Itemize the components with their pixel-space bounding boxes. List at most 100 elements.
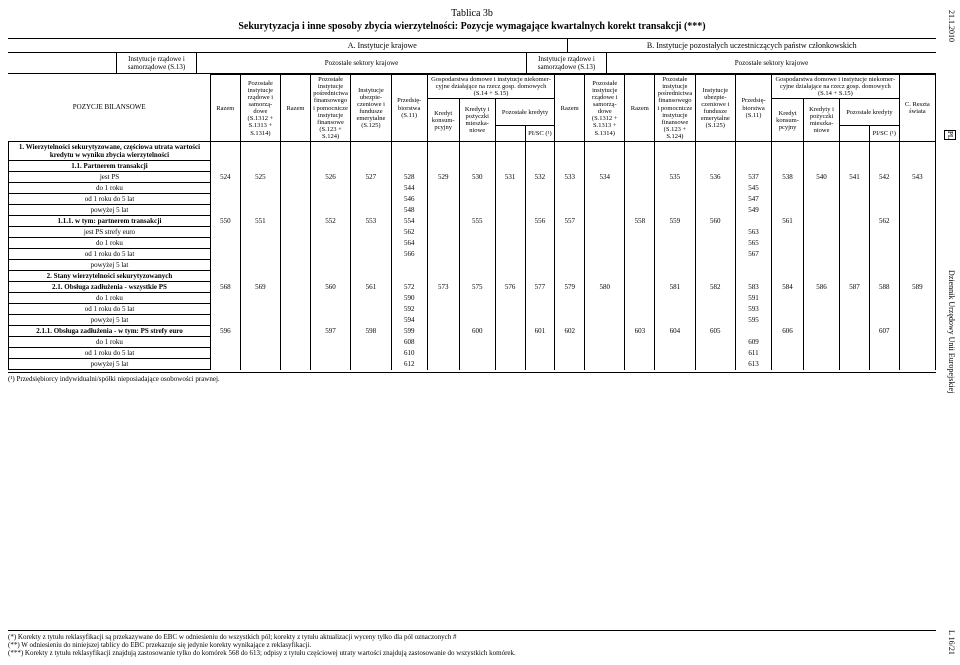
cell	[803, 271, 839, 282]
cell	[427, 183, 459, 194]
cell	[495, 348, 525, 359]
cell	[840, 142, 870, 161]
cell	[772, 304, 804, 315]
hdr-a-ubezp: Instytucje ubezpie­czeniowe i fundusze e…	[351, 75, 391, 142]
cell	[459, 249, 495, 260]
table-row: 2.1. Obsługa zadłużenia - wszystkie PS56…	[9, 282, 936, 293]
cell	[625, 249, 655, 260]
cell	[210, 348, 240, 359]
cell	[899, 326, 935, 337]
cell	[803, 326, 839, 337]
cell	[625, 227, 655, 238]
cell	[869, 260, 899, 271]
cell	[899, 315, 935, 326]
cell	[427, 304, 459, 315]
cell	[585, 315, 625, 326]
hdr-a-posred: Pozostałe instytucje pośred­nictwa finan…	[310, 75, 350, 142]
cell	[803, 142, 839, 161]
cell	[655, 205, 695, 216]
cell	[495, 183, 525, 194]
cell	[351, 238, 391, 249]
cell: 552	[310, 216, 350, 227]
table-row: od 1 roku do 5 lat592593	[9, 304, 936, 315]
cell: 549	[735, 205, 771, 216]
cell: 541	[840, 172, 870, 183]
cell	[695, 238, 735, 249]
cell	[427, 337, 459, 348]
cell	[840, 227, 870, 238]
cell: 591	[735, 293, 771, 304]
table-row: 2.1.1. Obsługa zadłużenia - w tym: PS st…	[9, 326, 936, 337]
cell	[772, 293, 804, 304]
cell	[525, 183, 555, 194]
cell	[655, 142, 695, 161]
table-row: powyżej 5 lat612613	[9, 359, 936, 370]
cell: 562	[869, 216, 899, 227]
cell	[351, 183, 391, 194]
cell	[772, 194, 804, 205]
hdr-a-razem2: Razem	[281, 75, 311, 142]
cell	[495, 216, 525, 227]
cell	[869, 337, 899, 348]
cell	[695, 142, 735, 161]
cell	[495, 238, 525, 249]
cell	[555, 238, 585, 249]
cell	[695, 205, 735, 216]
cell	[555, 161, 585, 172]
hdr-b-blank	[840, 126, 870, 142]
cell: 594	[391, 315, 427, 326]
cell	[427, 293, 459, 304]
header-pozycje: POZYCJE BILANSOWE	[9, 75, 211, 142]
cell: 583	[735, 282, 771, 293]
cell	[772, 337, 804, 348]
cell: 533	[555, 172, 585, 183]
table-row: od 1 roku do 5 lat610611	[9, 348, 936, 359]
inst-a1: Instytucje rządowe i samorządowe (S.13)	[116, 53, 196, 73]
cell	[281, 304, 311, 315]
cell	[525, 293, 555, 304]
cell	[840, 205, 870, 216]
cell: 525	[240, 172, 280, 183]
cell	[695, 183, 735, 194]
cell: 528	[391, 172, 427, 183]
cell	[695, 315, 735, 326]
cell	[240, 315, 280, 326]
cell	[281, 172, 311, 183]
cell: 548	[391, 205, 427, 216]
cell	[840, 238, 870, 249]
cell	[240, 142, 280, 161]
cell	[772, 161, 804, 172]
hdr-a-pisc: PI/SC (¹)	[525, 126, 555, 142]
cell	[655, 271, 695, 282]
cell	[735, 142, 771, 161]
cell	[625, 142, 655, 161]
cell	[869, 183, 899, 194]
cell	[655, 348, 695, 359]
cell: 586	[803, 282, 839, 293]
cell	[459, 183, 495, 194]
cell	[210, 249, 240, 260]
cell: 556	[525, 216, 555, 227]
cell	[459, 271, 495, 282]
cell	[899, 304, 935, 315]
cell	[735, 326, 771, 337]
table-row: od 1 roku do 5 lat566567	[9, 249, 936, 260]
cell	[840, 293, 870, 304]
cell	[281, 271, 311, 282]
hdr-a-pozkred: Pozostałe kredyty	[495, 99, 555, 126]
cell	[240, 205, 280, 216]
cell	[803, 348, 839, 359]
cell	[772, 348, 804, 359]
cell: 543	[899, 172, 935, 183]
cell	[869, 142, 899, 161]
hdr-b-posred: Pozostałe instytucje pośred­nictwa finan…	[655, 75, 695, 142]
cell	[695, 161, 735, 172]
cell	[310, 359, 350, 370]
cell	[772, 227, 804, 238]
cell	[655, 183, 695, 194]
cell: 607	[869, 326, 899, 337]
hdr-b-pisc: PI/SC (¹)	[869, 126, 899, 142]
cell	[210, 161, 240, 172]
cell: 564	[391, 238, 427, 249]
hdr-b-miesz: Kredyty i pożyczki mieszka­niowe	[803, 99, 839, 142]
